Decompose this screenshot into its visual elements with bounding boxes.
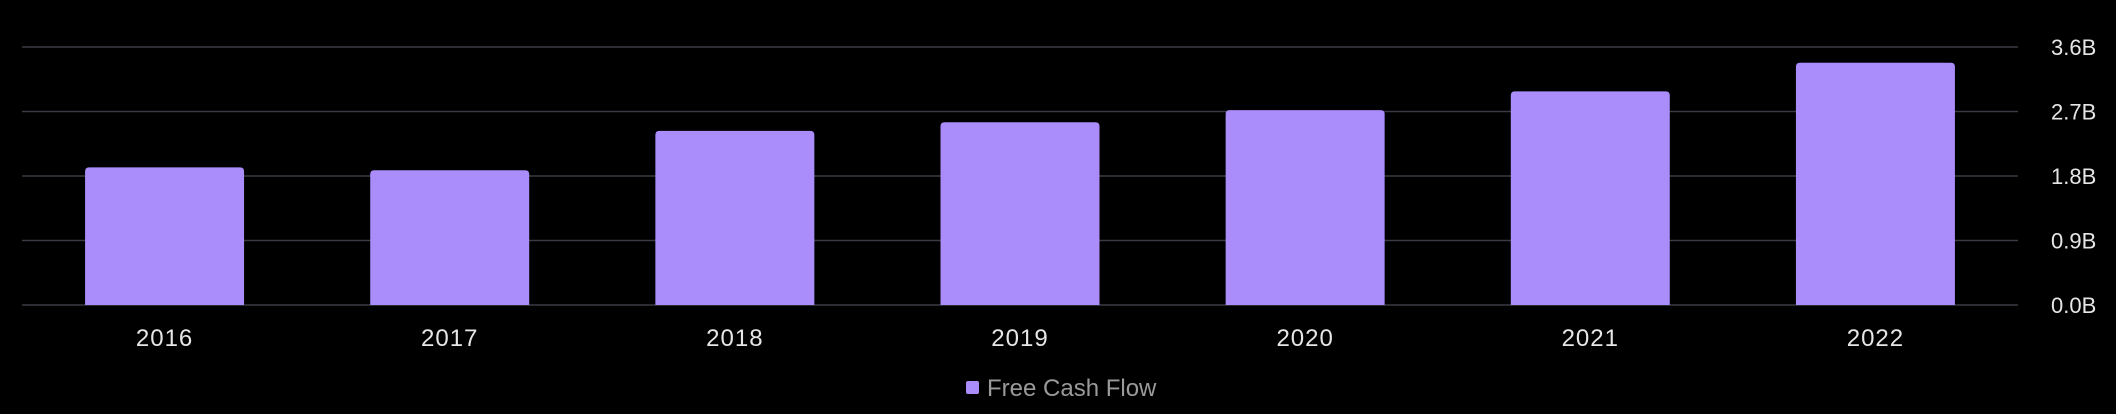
x-tick-label: 2019 [991, 325, 1048, 352]
x-tick-label: 2016 [136, 325, 193, 352]
legend: Free Cash Flow [966, 375, 1157, 402]
bar-2022 [1795, 62, 1955, 306]
bar-2020 [1225, 110, 1385, 305]
y-tick-label: 2.7B [2051, 100, 2096, 125]
x-tick-label: 2021 [1562, 325, 1619, 352]
legend-label: Free Cash Flow [987, 375, 1157, 402]
bar-2017 [370, 170, 530, 305]
x-tick-label: 2020 [1276, 325, 1333, 352]
bar-2018 [655, 130, 815, 305]
bar-2021 [1510, 91, 1670, 305]
x-tick-label: 2018 [706, 325, 763, 352]
y-tick-label: 0.9B [2051, 229, 2096, 254]
y-tick-label: 1.8B [2051, 164, 2096, 189]
x-tick-label: 2022 [1847, 325, 1904, 352]
bar-2016 [85, 167, 245, 305]
bar-2019 [940, 122, 1100, 305]
y-axis-ticks: 0.0B 0.9B 1.8B 2.7B 3.6B [2051, 35, 2096, 318]
x-axis-ticks: 2016 2017 2018 2019 2020 2021 2022 [136, 325, 1904, 352]
legend-swatch [966, 381, 979, 394]
y-tick-label: 0.0B [2051, 293, 2096, 318]
bars [85, 62, 1955, 306]
y-tick-label: 3.6B [2051, 35, 2096, 60]
x-tick-label: 2017 [421, 325, 478, 352]
